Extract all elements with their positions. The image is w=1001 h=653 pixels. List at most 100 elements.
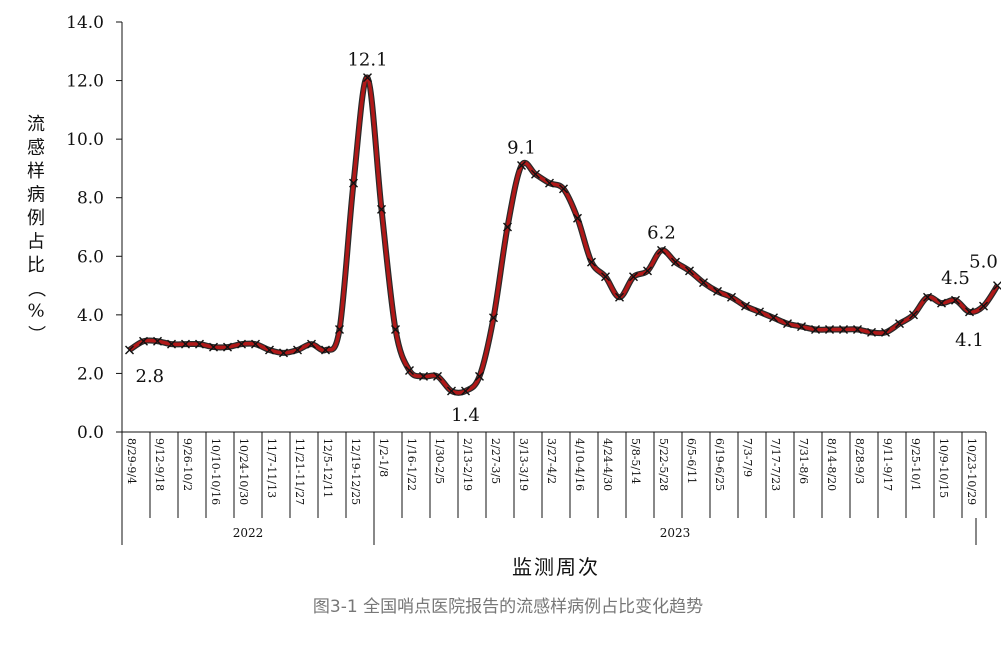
data-point-marker: [517, 161, 526, 170]
data-point-marker: [125, 345, 134, 355]
x-tick-label: 9/11-9/17: [881, 438, 894, 491]
y-axis-label-char: （: [25, 280, 46, 298]
x-tick-label: 7/3-7/9: [741, 438, 754, 477]
data-point-marker: [979, 301, 988, 311]
data-point-marker: [839, 325, 848, 334]
x-tick-label: 9/12-9/18: [153, 438, 166, 491]
y-tick-label: 6.0: [77, 247, 104, 267]
data-point-marker: [867, 327, 876, 337]
data-label: 4.1: [955, 330, 984, 351]
data-point-marker: [489, 313, 498, 323]
data-point-marker: [153, 336, 162, 346]
data-point-marker: [363, 73, 372, 83]
data-point-marker: [461, 386, 470, 396]
data-point-marker: [951, 295, 960, 305]
data-point-marker: [419, 371, 428, 381]
x-tick-label: 8/29-9/4: [125, 438, 138, 484]
data-point-marker: [741, 301, 750, 311]
y-tick-label: 12.0: [66, 72, 104, 92]
data-label: 1.4: [451, 405, 480, 426]
data-point-marker: [727, 292, 736, 302]
y-axis: 0.0 2.0 4.0 6.0 8.0 10.0 12.0 14.0: [66, 13, 123, 443]
x-tick-label: 3/27-4/2: [545, 438, 558, 484]
data-point-marker: [279, 348, 288, 358]
y-axis-label-char: 例: [27, 208, 45, 229]
markers-layer: [125, 73, 1001, 396]
data-point-marker: [475, 371, 484, 381]
data-point-marker: [923, 292, 932, 302]
y-tick-label: 14.0: [66, 13, 104, 33]
y-axis-label-char: 样: [27, 161, 45, 182]
x-tick-label: 4/24-4/30: [601, 438, 614, 491]
data-point-marker: [531, 169, 540, 179]
data-point-marker: [755, 307, 764, 317]
x-tick-label: 9/26-10/2: [181, 438, 194, 491]
data-point-marker: [811, 325, 820, 334]
data-point-marker: [405, 366, 414, 375]
data-point-marker: [349, 178, 358, 188]
data-point-marker: [699, 278, 708, 288]
x-tick-label: 4/10-4/16: [573, 438, 586, 491]
x-axis-label: 监测周次: [512, 555, 600, 579]
data-point-marker: [643, 266, 652, 276]
x-tick-label: 1/16-1/22: [405, 438, 418, 491]
data-point-marker: [293, 345, 302, 355]
x-tick-label: 12/19-12/25: [349, 438, 362, 505]
data-point-marker: [671, 257, 680, 267]
x-axis: 8/29-9/4 9/12-9/18 9/26-10/2 10/10-10/16 10/…: [121, 431, 987, 545]
y-axis-label-char: ）: [25, 325, 46, 343]
y-axis-label: 流感样病例占比 （% ）: [25, 114, 46, 343]
data-point-marker: [377, 204, 386, 214]
x-tick-label: 12/5-12/11: [321, 438, 334, 498]
data-label: 9.1: [507, 138, 536, 159]
data-point-marker: [937, 298, 946, 308]
data-point-marker: [251, 339, 260, 349]
series-line: [128, 75, 999, 395]
x-tick-label: 6/19-6/25: [713, 438, 726, 491]
data-point-marker: [209, 342, 218, 352]
x-tick-label: 7/31-8/6: [797, 438, 810, 484]
data-point-marker: [797, 322, 806, 332]
data-point-marker: [965, 307, 974, 317]
data-point-marker: [769, 313, 778, 323]
y-axis-label-char: 病: [27, 185, 45, 206]
y-tick-label: 10.0: [66, 130, 104, 150]
data-point-marker: [391, 325, 400, 334]
data-point-marker: [881, 327, 890, 337]
x-tick-label: 7/17-7/23: [769, 438, 782, 491]
data-point-marker: [321, 345, 330, 355]
data-label: 2.8: [136, 366, 165, 387]
x-tick-label: 5/8-5/14: [629, 438, 642, 484]
data-point-marker: [783, 319, 792, 329]
x-tick-label: 3/13-3/19: [517, 438, 530, 491]
year-label: 2023: [660, 526, 691, 540]
data-point-marker: [265, 345, 274, 355]
data-label: 4.5: [941, 268, 970, 289]
y-tick-label: 4.0: [77, 306, 104, 326]
data-point-marker: [573, 213, 582, 223]
y-tick-label: 2.0: [77, 364, 104, 384]
x-tick-label: 10/24-10/30: [237, 438, 250, 505]
data-point-marker: [615, 292, 624, 302]
data-point-marker: [825, 325, 834, 334]
data-label: 6.2: [647, 222, 676, 243]
data-point-marker: [223, 342, 232, 352]
data-point-marker: [447, 386, 456, 396]
data-point-marker: [237, 339, 246, 349]
data-point-marker: [909, 310, 918, 320]
year-label: 2022: [233, 526, 264, 540]
data-point-marker: [601, 272, 610, 282]
x-tick-label: 1/2-1/8: [377, 438, 390, 477]
data-point-marker: [307, 339, 316, 349]
x-tick-label: 10/9-10/15: [937, 438, 950, 498]
data-point-marker: [853, 325, 862, 334]
data-point-marker: [139, 336, 148, 346]
data-point-marker: [335, 325, 344, 334]
x-tick-label: 11/7-11/13: [265, 438, 278, 498]
series-layer: [127, 74, 1001, 396]
x-tick-label: 2/13-2/19: [461, 438, 474, 491]
data-point-marker: [167, 339, 176, 349]
y-tick-label: 8.0: [77, 189, 104, 209]
x-tick-label: 1/30-2/5: [433, 438, 446, 484]
